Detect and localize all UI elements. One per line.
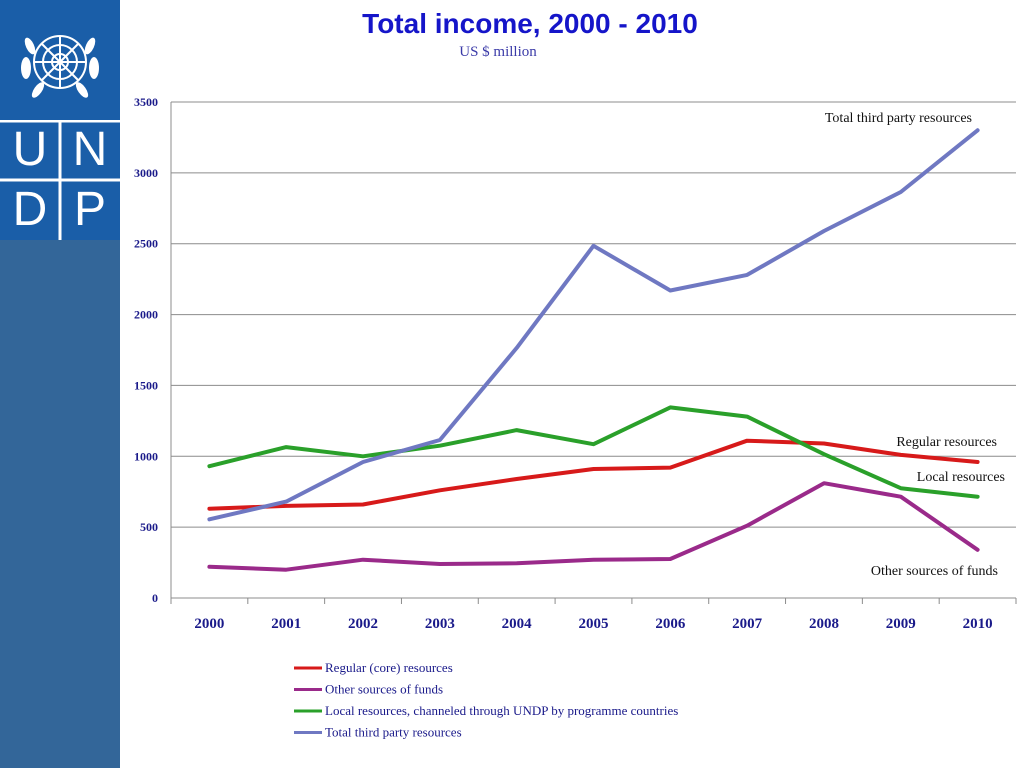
x-tick-label: 2007	[732, 616, 763, 632]
x-tick-label: 2000	[194, 616, 224, 632]
y-tick-label: 3000	[134, 166, 158, 180]
x-tick-label: 2004	[502, 616, 533, 632]
logo-letter-u: U	[12, 123, 48, 176]
x-tick-label: 2005	[579, 616, 609, 632]
x-tick-label: 2006	[655, 616, 686, 632]
series-line	[207, 481, 980, 572]
x-tick-label: 2008	[809, 616, 839, 632]
y-tick-label: 0	[152, 591, 158, 605]
undp-logo: U N D P	[0, 0, 120, 240]
logo-grid-lines	[0, 120, 120, 240]
undp-letters: U N D P	[0, 120, 120, 240]
logo-letter-p: P	[73, 183, 106, 236]
series-annotation: Regular resources	[896, 435, 997, 450]
series-line	[207, 128, 980, 522]
series-annotation: Local resources	[917, 470, 1005, 485]
legend-label: Regular (core) resources	[325, 660, 453, 675]
legend-label: Total third party resources	[325, 725, 462, 740]
y-tick-label: 1500	[134, 378, 158, 392]
y-tick-label: 2500	[134, 237, 158, 251]
series-line	[207, 405, 980, 499]
series-annotation: Other sources of funds	[871, 564, 998, 579]
x-tick-label: 2001	[271, 616, 301, 632]
x-tick-label: 2010	[963, 616, 993, 632]
y-tick-label: 2000	[134, 308, 158, 322]
page-title: Total income, 2000 - 2010	[362, 8, 698, 39]
x-tick-label: 2002	[348, 616, 378, 632]
series-annotation: Total third party resources	[825, 111, 972, 126]
page-subtitle: US $ million	[459, 44, 537, 60]
series-line	[207, 438, 980, 511]
y-tick-label: 3500	[134, 95, 158, 109]
un-emblem-icon	[21, 35, 99, 98]
x-tick-label: 2009	[886, 616, 916, 632]
legend-label: Local resources, channeled through UNDP …	[325, 703, 678, 718]
legend-label: Other sources of funds	[325, 682, 443, 697]
y-tick-label: 500	[140, 520, 158, 534]
logo-letter-n: N	[72, 123, 108, 176]
logo-letter-d: D	[12, 183, 48, 236]
x-tick-label: 2003	[425, 616, 455, 632]
y-tick-label: 1000	[134, 449, 158, 463]
